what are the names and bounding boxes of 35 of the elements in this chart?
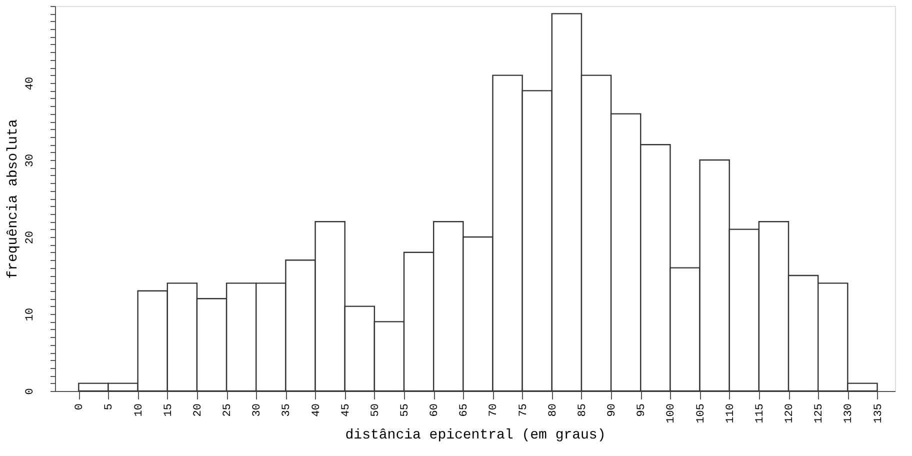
y-tick-label: 40 [24,76,36,90]
x-tick-label: 50 [370,404,382,417]
x-tick-label: 95 [636,404,648,417]
x-tick-label: 35 [281,404,294,417]
y-tick-label: 30 [24,154,36,168]
x-tick-label: 100 [666,404,678,424]
x-tick-label: 10 [133,404,146,417]
x-tick-label: 60 [429,404,442,417]
y-tick-label: 20 [24,230,36,244]
x-tick-label: 80 [547,404,560,417]
x-tick-label: 30 [252,404,264,417]
x-tick-label: 25 [222,404,234,417]
x-tick-label: 5 [104,404,116,410]
x-tick-label: 135 [872,404,885,424]
x-tick-label: 20 [192,404,204,417]
x-tick-label: 65 [458,404,471,417]
y-tick-label: 0 [24,388,36,395]
x-tick-label: 45 [340,404,352,417]
x-tick-label: 85 [576,404,589,417]
x-tick-label: 0 [74,404,86,410]
x-tick-label: 70 [488,404,500,417]
x-tick-label: 125 [814,404,826,424]
x-tick-label: 15 [162,404,175,417]
x-axis-title: distância epicentral (em graus) [345,427,606,444]
x-tick-label: 130 [843,404,856,424]
x-tick-label: 120 [784,404,796,424]
y-tick-label: 10 [24,308,36,322]
x-tick-label: 40 [310,404,323,417]
x-tick-label: 115 [754,404,766,424]
x-tick-label: 75 [518,404,530,417]
y-axis-title: frequência absoluta [6,119,22,279]
x-tick-label: 110 [724,404,737,424]
x-tick-label: 90 [606,404,619,417]
x-tick-label: 105 [695,404,708,424]
x-tick-label: 55 [400,404,412,417]
